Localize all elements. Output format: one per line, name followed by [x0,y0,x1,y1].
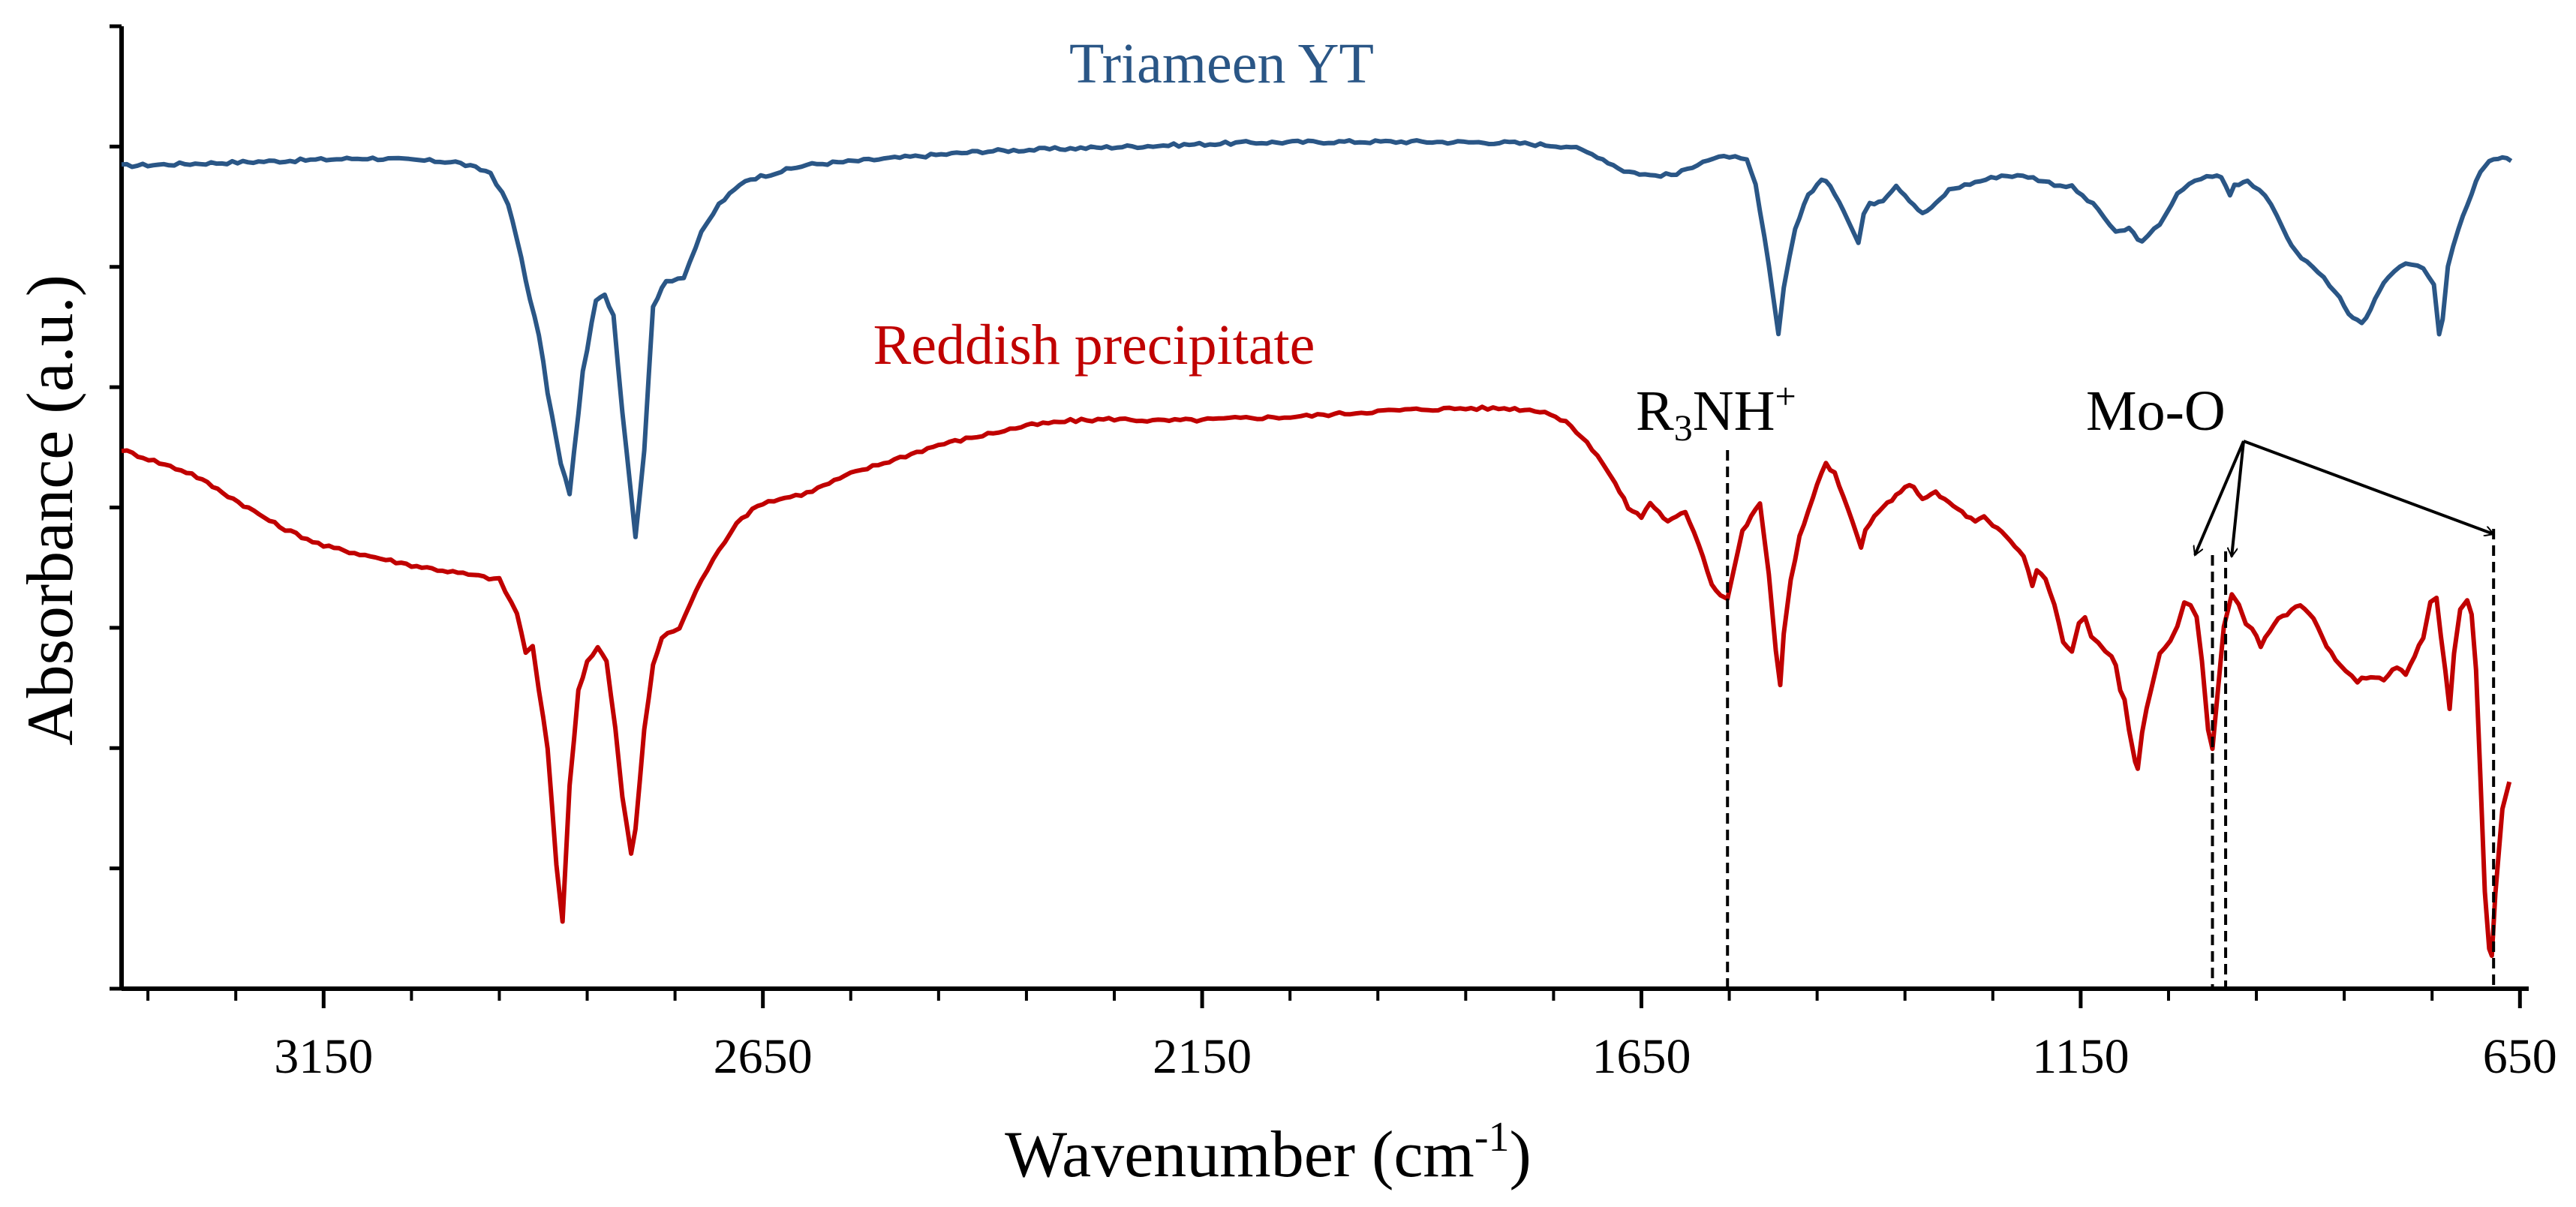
y-axis-title: Absorbance (a.u.) [14,275,87,746]
x-minor-ticks [146,989,2434,1001]
x-tick-label: 2650 [714,1029,813,1084]
mo-o-marker-lines [2211,529,2496,989]
amine-label-sub: 3 [1674,407,1693,449]
triameen-yt-spectrum [121,138,2513,539]
x-axis-title: Wavenumber (cm-1) [1005,1114,1531,1191]
amine-label: R3NH+ [1636,375,1796,449]
x-tick-label: 1150 [2032,1029,2130,1084]
mo-o-arrow [2243,440,2493,534]
series-label-triameen: Triameen YT [1069,32,1374,95]
x-tick-label: 650 [2483,1029,2557,1084]
mo-o-arrow [2232,440,2245,557]
amine-label-base: R [1636,380,1674,443]
x-tick-labels: 3150 2650 2150 1650 1150 650 [274,1029,2557,1084]
amine-label-sup: + [1775,375,1796,417]
amine-label-rest: NH [1693,380,1775,443]
x-tick-label: 2150 [1153,1029,1252,1084]
mo-o-label: Mo-O [2086,380,2226,443]
reddish-precipitate-spectrum [121,404,2512,958]
x-major-ticks [321,989,2522,1008]
x-tick-label: 1650 [1592,1029,1691,1084]
series-label-reddish: Reddish precipitate [873,314,1315,377]
x-tick-label: 3150 [274,1029,373,1084]
x-axis-title-end: ) [1510,1118,1531,1191]
mo-o-arrow [2195,440,2245,555]
y-ticks [110,24,122,991]
mo-o-arrows [2195,440,2493,557]
x-axis-title-main: Wavenumber (cm [1005,1118,1474,1191]
x-axis-title-sup: -1 [1474,1114,1510,1160]
